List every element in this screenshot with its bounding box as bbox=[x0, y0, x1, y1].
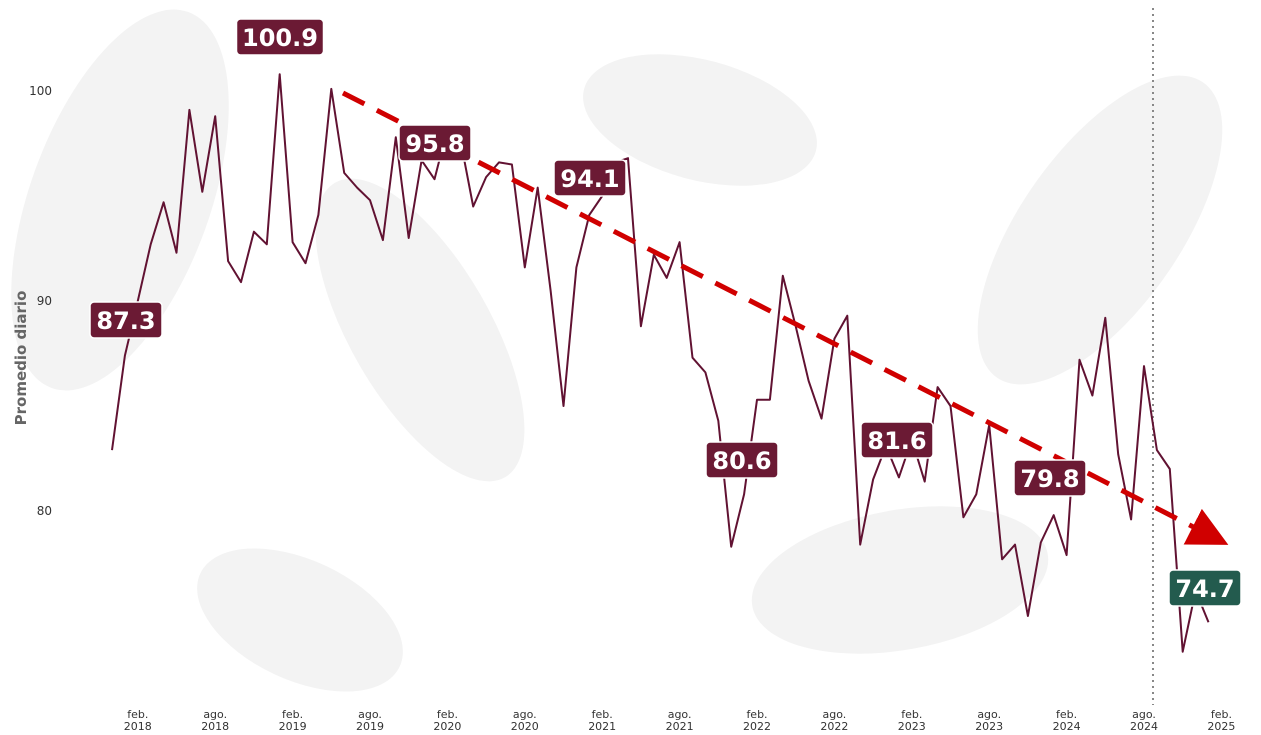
x-tick-label: feb. 2023 bbox=[898, 708, 926, 733]
annotation: 95.8 bbox=[398, 124, 472, 162]
x-tick-label: ago. 2019 bbox=[356, 708, 384, 733]
annotation: 100.9 bbox=[235, 18, 325, 56]
x-tick-label: feb. 2020 bbox=[433, 708, 461, 733]
annotation: 94.1 bbox=[553, 159, 627, 197]
annotation: 79.8 bbox=[1013, 459, 1087, 497]
annotation: 81.6 bbox=[860, 421, 934, 459]
x-tick-label: ago. 2022 bbox=[820, 708, 848, 733]
annotation-box bbox=[553, 159, 627, 197]
y-tick-label: 90 bbox=[37, 294, 52, 308]
x-tick-label: feb. 2018 bbox=[124, 708, 152, 733]
annotation-text: 79.8 bbox=[1020, 465, 1079, 493]
x-tick-label: ago. 2023 bbox=[975, 708, 1003, 733]
annotation-text: 94.1 bbox=[560, 165, 619, 193]
annotation-box bbox=[398, 124, 472, 162]
annotation-text: 95.8 bbox=[405, 130, 464, 158]
x-tick-label: feb. 2022 bbox=[743, 708, 771, 733]
y-axis-label: Promedio diario bbox=[12, 291, 30, 426]
x-tick-label: feb. 2024 bbox=[1053, 708, 1081, 733]
annotation: 74.7 bbox=[1168, 569, 1242, 607]
x-tick-label: ago. 2020 bbox=[511, 708, 539, 733]
annotation-box bbox=[705, 441, 779, 479]
y-tick-label: 100 bbox=[29, 84, 52, 98]
annotation-box bbox=[1013, 459, 1087, 497]
annotation: 80.6 bbox=[705, 441, 779, 479]
x-tick-label: ago. 2018 bbox=[201, 708, 229, 733]
annotation-box bbox=[89, 301, 163, 339]
data-line bbox=[111, 73, 1210, 653]
x-tick-label: feb. 2025 bbox=[1207, 708, 1235, 733]
x-tick-label: feb. 2019 bbox=[279, 708, 307, 733]
annotation-text: 87.3 bbox=[96, 307, 155, 335]
x-tick-label: ago. 2021 bbox=[666, 708, 694, 733]
annotation-box bbox=[235, 18, 325, 56]
x-tick-label: ago. 2024 bbox=[1130, 708, 1158, 733]
annotation-text: 81.6 bbox=[867, 427, 926, 455]
annotation: 87.3 bbox=[89, 301, 163, 339]
annotation-box bbox=[1168, 569, 1242, 607]
annotation-box bbox=[860, 421, 934, 459]
annotation-text: 74.7 bbox=[1175, 575, 1234, 603]
y-tick-label: 80 bbox=[37, 504, 52, 518]
x-tick-label: feb. 2021 bbox=[588, 708, 616, 733]
annotation-text: 80.6 bbox=[712, 447, 771, 475]
annotation-text: 100.9 bbox=[242, 24, 318, 52]
